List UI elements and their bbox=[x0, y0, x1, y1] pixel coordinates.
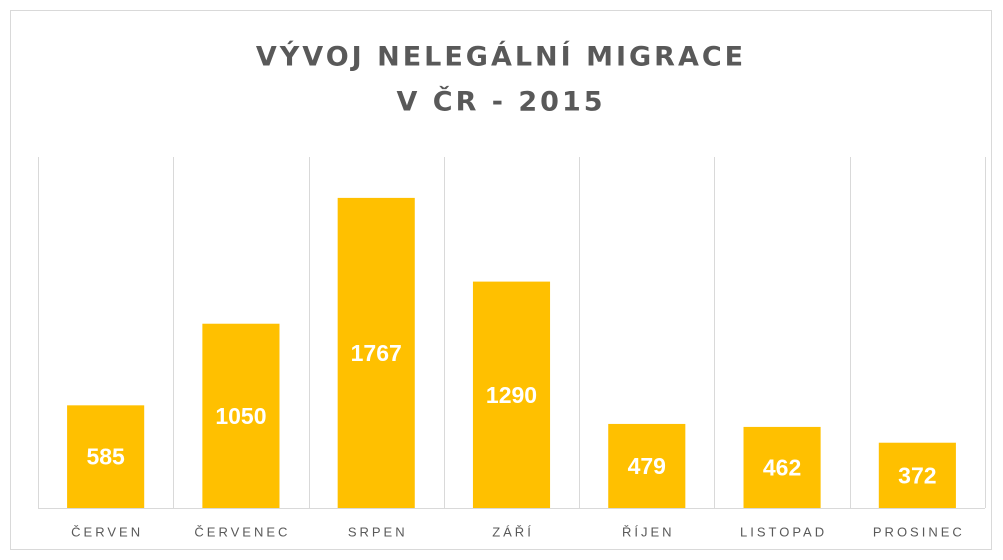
bar bbox=[608, 423, 686, 508]
x-tick-label: LISTOPAD bbox=[740, 524, 827, 539]
value-label: 479 bbox=[628, 453, 666, 479]
bar bbox=[337, 197, 415, 509]
chart-title: VÝVOJ NELEGÁLNÍ MIGRACE bbox=[256, 41, 746, 73]
value-label: 1767 bbox=[351, 340, 402, 366]
x-tick-label: ČERVEN bbox=[71, 524, 143, 539]
bar bbox=[743, 426, 821, 508]
x-tick-label: ZÁŘÍ bbox=[492, 524, 534, 539]
bar bbox=[472, 281, 551, 508]
bar bbox=[67, 405, 145, 508]
value-label: 1290 bbox=[486, 382, 537, 408]
x-tick-label: ŘÍJEN bbox=[622, 524, 675, 539]
chart-title: V ČR - 2015 bbox=[396, 86, 605, 118]
value-label: 585 bbox=[86, 444, 125, 470]
bar bbox=[202, 323, 280, 508]
value-label: 1050 bbox=[215, 403, 266, 429]
value-label: 462 bbox=[763, 455, 801, 481]
bar bbox=[878, 442, 956, 508]
x-tick-label: SRPEN bbox=[348, 524, 408, 539]
x-tick-label: ČERVENEC bbox=[194, 524, 290, 539]
x-tick-label: PROSINEC bbox=[873, 524, 965, 539]
value-label: 372 bbox=[898, 462, 936, 488]
